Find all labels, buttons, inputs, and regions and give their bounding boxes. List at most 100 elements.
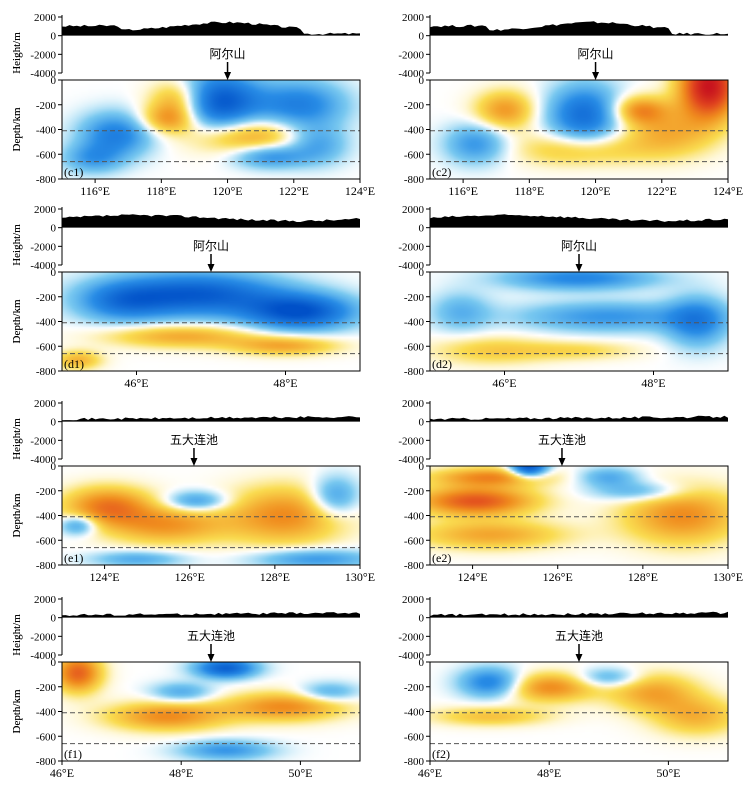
topography-profile (430, 611, 728, 618)
depth-tick-label: -600 (404, 341, 425, 353)
height-tick-label: -4000 (30, 650, 56, 662)
height-tick-label: 0 (51, 417, 57, 429)
volcano-arrow-head (207, 654, 215, 662)
lon-tick-label: 50°E (656, 766, 680, 780)
height-tick-label: 0 (51, 223, 57, 235)
height-tick-label: 2000 (402, 398, 425, 410)
depth-tick-label: 0 (419, 267, 425, 279)
velocity-image (62, 272, 360, 371)
velocity-image (430, 662, 728, 761)
lon-tick-label: 48°E (641, 376, 665, 390)
height-tick-label: -4000 (398, 260, 424, 272)
lon-tick-label: 130°E (345, 570, 375, 584)
lon-tick-label: 128°E (260, 570, 290, 584)
depth-axis-label: Depth/km (11, 493, 23, 537)
depth-axis-label: Depth/km (11, 689, 23, 733)
height-tick-label: 2000 (34, 398, 57, 410)
height-tick-label: -2000 (398, 631, 424, 643)
panel-label: (e2) (432, 551, 451, 565)
velocity-image (430, 272, 728, 371)
height-tick-label: 0 (419, 613, 425, 625)
lon-tick-label: 116°E (448, 184, 478, 198)
depth-tick-label: -800 (404, 756, 425, 768)
height-tick-label: 2000 (34, 204, 57, 216)
topography-profile (62, 612, 360, 618)
velocity-image (62, 662, 360, 761)
depth-tick-label: 0 (419, 75, 425, 87)
lon-tick-label: 118°E (146, 184, 176, 198)
depth-tick-label: 0 (51, 461, 57, 473)
lon-tick-label: 124°E (345, 184, 375, 198)
panel-f1: 2000 0 -2000 -4000 Height/m 五大连池 0 -200 -400 -600… (11, 594, 361, 780)
height-tick-label: 2000 (34, 594, 57, 606)
depth-tick-label: -800 (36, 560, 57, 572)
lon-tick-label: 48°E (169, 766, 193, 780)
height-tick-label: 2000 (34, 12, 57, 24)
height-tick-label: -2000 (398, 241, 424, 253)
height-tick-label: -4000 (398, 68, 424, 80)
depth-tick-label: -200 (36, 682, 57, 694)
height-tick-label: -4000 (398, 650, 424, 662)
height-tick-label: 0 (419, 223, 425, 235)
depth-tick-label: -200 (404, 682, 425, 694)
height-tick-label: -4000 (30, 454, 56, 466)
lon-tick-label: 130°E (713, 570, 743, 584)
volcano-arrow-head (575, 264, 583, 272)
depth-axis-label: Depth/km (11, 107, 23, 151)
height-tick-label: 2000 (402, 204, 425, 216)
height-tick-label: -2000 (30, 435, 56, 447)
volcano-label: 五大连池 (555, 628, 603, 643)
panel-label: (c2) (432, 165, 451, 179)
topography-profile (62, 214, 360, 228)
height-tick-label: -2000 (30, 241, 56, 253)
volcano-label: 阿尔山 (210, 46, 246, 61)
depth-tick-label: -600 (36, 731, 57, 743)
height-axis-label: Height/m (11, 32, 23, 74)
panel-label: (f2) (432, 747, 450, 761)
depth-axis-label: Depth/km (11, 299, 23, 343)
lon-tick-label: 118°E (514, 184, 544, 198)
panel-label: (c1) (64, 165, 83, 179)
lon-tick-label: 48°E (537, 766, 561, 780)
volcano-label: 五大连池 (170, 432, 218, 447)
depth-tick-label: -400 (36, 125, 57, 137)
volcano-label: 五大连池 (187, 628, 235, 643)
depth-tick-label: -800 (36, 174, 57, 186)
height-axis-label: Height/m (11, 614, 23, 656)
depth-tick-label: 0 (419, 657, 425, 669)
depth-tick-label: -800 (36, 366, 57, 378)
depth-axis-label: Depth/km (11, 107, 23, 151)
lon-tick-label: 126°E (543, 570, 573, 584)
volcano-label: 阿尔山 (578, 46, 614, 61)
height-tick-label: 0 (419, 417, 425, 429)
panel-label: (d1) (64, 357, 84, 371)
height-axis-label: Height/m (11, 224, 23, 266)
volcano-arrow-head (592, 72, 600, 80)
volcano-arrow-head (190, 458, 198, 466)
depth-axis-label: Depth/km (11, 689, 23, 733)
depth-tick-label: -800 (404, 366, 425, 378)
depth-tick-label: -200 (36, 100, 57, 112)
height-tick-label: -4000 (30, 68, 56, 80)
height-tick-label: -2000 (398, 435, 424, 447)
volcano-arrow-head (207, 264, 215, 272)
depth-tick-label: -200 (404, 292, 425, 304)
volcano-label: 阿尔山 (193, 238, 229, 253)
panel-label: (e1) (64, 551, 83, 565)
topography-profile (430, 21, 728, 36)
depth-tick-label: -400 (404, 317, 425, 329)
depth-tick-label: -200 (404, 486, 425, 498)
lon-tick-label: 46°E (124, 376, 148, 390)
height-tick-label: -2000 (30, 49, 56, 61)
velocity-image (430, 466, 728, 565)
depth-tick-label: -200 (36, 292, 57, 304)
topography-profile (62, 416, 360, 422)
lon-tick-label: 120°E (580, 184, 610, 198)
velocity-image (430, 80, 728, 179)
depth-axis-label: Depth/km (11, 493, 23, 537)
height-tick-label: 0 (51, 31, 57, 43)
lon-tick-label: 124°E (90, 570, 120, 584)
panel-label: (f1) (64, 747, 82, 761)
